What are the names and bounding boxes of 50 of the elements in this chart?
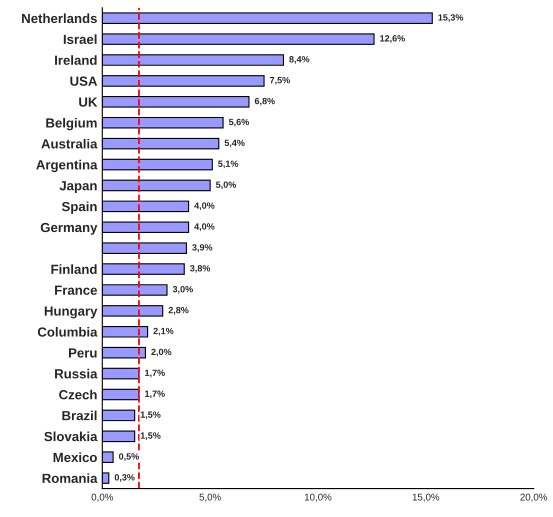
y-tick-label: Mexico <box>54 452 97 462</box>
data-label: 1,7% <box>145 370 165 378</box>
y-tick-label: Belgium <box>46 118 97 130</box>
data-label: 2,0% <box>151 348 172 356</box>
data-label: 5,0% <box>216 181 236 190</box>
data-label: 0,5% <box>119 453 139 461</box>
data-label: 1,5% <box>140 432 161 440</box>
y-tick-label: UK <box>79 98 98 107</box>
y-tick-label: Germany <box>40 222 98 235</box>
y-tick-label: Ireland <box>55 55 97 65</box>
y-tick-label: Hungary <box>44 306 98 318</box>
data-label: 1,7% <box>145 390 165 398</box>
y-tick-label: Romania <box>42 473 98 484</box>
y-tick-label: Slovakia <box>44 432 98 442</box>
data-label: 7,5% <box>270 76 290 85</box>
y-tick-label: Russia <box>55 368 98 378</box>
data-label: 5,4% <box>224 140 245 148</box>
y-tick-label: Argentina <box>36 160 98 172</box>
x-tick-label: 20,0% <box>520 494 548 502</box>
data-label: 8,4% <box>289 56 310 64</box>
y-tick-label: Peru <box>68 348 97 358</box>
y-tick-label: USA <box>70 76 98 86</box>
y-tick-label: Columbia <box>38 327 98 337</box>
data-label: 2,1% <box>153 328 174 336</box>
x-tick-label: 5,0% <box>199 494 221 502</box>
data-label: 5,1% <box>218 160 238 168</box>
y-tick-label: Israel <box>64 34 97 44</box>
y-tick-label: Spain <box>62 202 97 214</box>
y-tick-label: Netherlands <box>22 13 97 24</box>
y-tick-label: Japan <box>60 181 97 193</box>
data-label: 0,3% <box>114 474 135 482</box>
data-label: 12,6% <box>380 35 405 43</box>
y-tick-label: Czech <box>59 390 97 400</box>
y-tick-label: France <box>55 286 97 295</box>
y-tick-label: Finland <box>51 264 97 274</box>
y-tick-label: Australia <box>41 138 98 149</box>
data-label: 1,5% <box>140 411 161 420</box>
data-label: 15,3% <box>438 14 464 22</box>
data-label: 4,0% <box>194 202 214 210</box>
data-label: 6,8% <box>254 98 275 106</box>
x-tick-label: 0,0% <box>92 494 114 502</box>
data-label: 5,6% <box>228 118 249 126</box>
x-tick-label: 15,0% <box>412 494 440 502</box>
x-tick-label: 10,0% <box>304 494 332 502</box>
y-tick-label: Brazil <box>62 410 97 420</box>
data-label: 3,8% <box>190 265 210 273</box>
data-label: 2,8% <box>168 306 189 315</box>
data-label: 3,0% <box>172 286 193 294</box>
data-label: 3,9% <box>192 244 212 252</box>
data-label: 4,0% <box>194 223 214 231</box>
